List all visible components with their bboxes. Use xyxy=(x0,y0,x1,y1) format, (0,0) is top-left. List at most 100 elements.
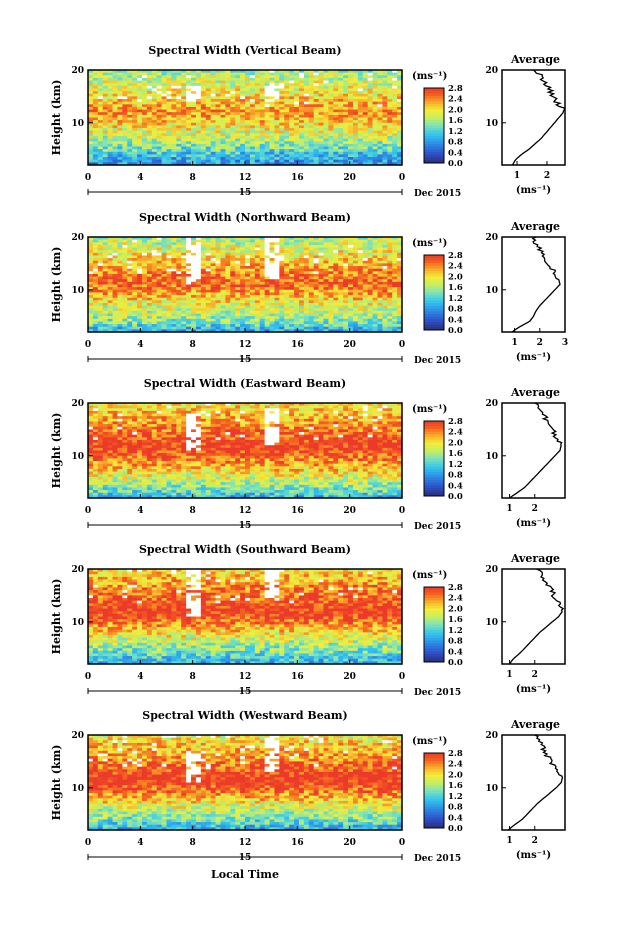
heatmap-cell xyxy=(274,258,280,262)
heatmap-cell xyxy=(112,70,118,74)
heatmap-cell xyxy=(141,143,148,147)
heatmap-cell xyxy=(166,133,172,137)
heatmap-cell xyxy=(362,281,369,285)
heatmap-cell xyxy=(166,289,172,293)
heatmap-cell xyxy=(146,308,153,312)
heatmap-cell xyxy=(146,318,153,322)
heatmap-cell xyxy=(200,252,207,256)
heatmap-cell xyxy=(328,287,334,291)
heatmap-cell xyxy=(397,408,403,412)
heatmap-cell xyxy=(181,250,187,254)
heatmap-cell xyxy=(254,237,261,241)
heatmap-cell xyxy=(210,141,216,145)
heatmap-cell xyxy=(382,279,388,283)
heatmap-cell xyxy=(245,295,251,299)
heatmap-cell xyxy=(240,287,246,291)
heatmap-cell xyxy=(240,281,246,285)
heatmap-cell xyxy=(289,263,295,267)
heatmap-cell xyxy=(156,292,162,296)
heatmap-cell xyxy=(137,302,143,307)
heatmap-cell xyxy=(88,268,94,272)
heatmap-cell xyxy=(352,133,359,137)
heatmap-cell xyxy=(382,271,388,275)
heatmap-cell xyxy=(122,237,128,241)
heatmap-cell xyxy=(367,244,373,248)
heatmap-cell xyxy=(392,302,398,307)
heatmap-cell xyxy=(215,321,221,325)
heatmap-cell xyxy=(156,237,162,241)
heatmap-cell xyxy=(210,310,216,314)
heatmap-cell xyxy=(215,324,221,328)
heatmap-cell xyxy=(362,125,369,129)
heatmap-cell xyxy=(210,244,216,248)
colorbar-segment xyxy=(424,141,444,145)
heatmap-cell xyxy=(215,292,221,296)
heatmap-cell xyxy=(107,308,113,312)
heatmap-cell xyxy=(200,117,207,121)
heatmap-cell xyxy=(191,143,197,147)
heatmap-cell xyxy=(132,91,138,95)
heatmap-cell xyxy=(289,281,295,285)
heatmap-cell xyxy=(181,80,187,84)
heatmap-cell xyxy=(259,91,266,95)
heatmap-cell xyxy=(117,75,123,79)
heatmap-cell xyxy=(357,237,364,241)
heatmap-cell xyxy=(313,268,319,272)
heatmap-cell xyxy=(122,268,128,272)
heatmap-cell xyxy=(215,263,221,267)
heatmap-cell xyxy=(377,329,383,333)
heatmap-cell xyxy=(205,112,212,116)
heatmap-cell xyxy=(171,143,177,147)
heatmap-cell xyxy=(382,287,388,291)
heatmap-cell xyxy=(230,266,236,270)
heatmap-cell xyxy=(357,146,364,150)
heatmap-cell xyxy=(323,258,329,262)
heatmap-cell xyxy=(284,114,290,118)
heatmap-cell xyxy=(279,128,285,132)
heatmap-cell xyxy=(240,149,246,153)
heatmap-cell xyxy=(289,106,295,110)
heatmap-cell xyxy=(249,316,256,320)
heatmap-cell xyxy=(97,255,104,259)
heatmap-cell xyxy=(161,244,167,248)
heatmap-cell xyxy=(235,273,241,277)
heatmap-cell xyxy=(269,146,275,150)
heatmap-cell xyxy=(279,295,285,299)
heatmap-cell xyxy=(274,403,280,407)
heatmap-cell xyxy=(357,88,364,92)
heatmap-cell xyxy=(348,324,354,328)
heatmap-cell xyxy=(318,157,324,161)
heatmap-cell xyxy=(215,242,221,246)
heatmap-cell xyxy=(269,302,275,307)
heatmap-cell xyxy=(176,410,182,414)
heatmap-cell xyxy=(132,133,138,137)
heatmap-cell xyxy=(132,326,138,330)
heatmap-cell xyxy=(249,321,256,325)
heatmap-cell xyxy=(397,247,403,251)
heatmap-cell xyxy=(191,101,197,105)
heatmap-cell xyxy=(240,284,246,288)
heatmap-cell xyxy=(146,162,153,166)
heatmap-cell xyxy=(298,310,305,314)
heatmap-cell xyxy=(151,120,158,124)
heatmap-cell xyxy=(107,310,113,314)
heatmap-cell xyxy=(210,88,216,92)
heatmap-cell xyxy=(397,281,403,285)
heatmap-cell xyxy=(225,318,231,322)
heatmap-cell xyxy=(372,75,378,79)
heatmap-cell xyxy=(367,149,373,153)
heatmap-cell xyxy=(230,287,236,291)
heatmap-cell xyxy=(338,159,344,163)
heatmap-cell xyxy=(122,247,128,251)
heatmap-cell xyxy=(367,83,373,87)
heatmap-cell xyxy=(264,260,270,264)
heatmap-cell xyxy=(377,300,383,304)
heatmap-cell xyxy=(137,279,143,283)
heatmap-cell xyxy=(122,143,128,147)
heatmap-cell xyxy=(333,162,339,166)
heatmap-cell xyxy=(289,244,295,248)
heatmap-cell xyxy=(328,295,334,299)
heatmap-cell xyxy=(318,135,324,140)
heatmap-cell xyxy=(171,138,177,142)
heatmap-cell xyxy=(298,143,305,147)
